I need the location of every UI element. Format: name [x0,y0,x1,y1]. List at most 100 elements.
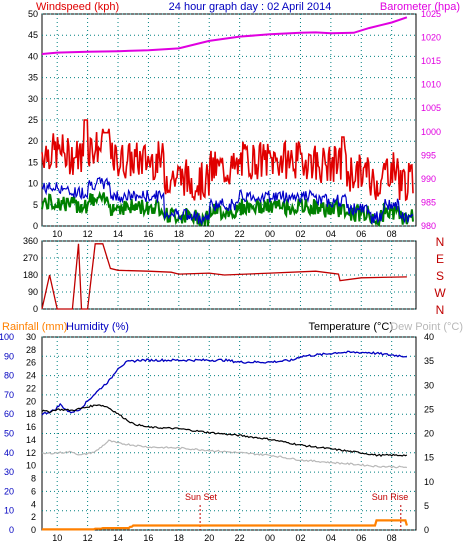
humidity-tick-label: 90 [4,351,14,361]
wind-low-series [41,190,414,228]
compass-label: W [434,286,446,300]
direction-tick-label: 180 [23,270,38,280]
rainfall-tick-label: 14 [26,435,36,445]
sunset-annotation: Sun Set [185,492,218,502]
rainfall-tick-label: 10 [26,461,36,471]
x-tick-label: 20 [204,533,214,543]
rainfall-tick-label: 6 [31,486,36,496]
rainfall-tick-label: 4 [31,499,36,509]
x-tick-label: 12 [83,533,93,543]
rainfall-tick-label: 16 [26,422,36,432]
compass-label: N [436,303,445,317]
x-tick-label: 22 [235,229,245,239]
x-tick-label: 10 [52,533,62,543]
windspeed-tick-label: 5 [33,200,38,210]
rainfall-tick-label: 24 [26,371,36,381]
barometer-tick-label: 1005 [421,103,441,113]
windspeed-tick-label: 35 [28,73,38,83]
windspeed-tick-label: 15 [28,157,38,167]
rainfall-tick-label: 8 [31,474,36,484]
direction-tick-label: 360 [23,236,38,246]
humidity-tick-label: 30 [4,467,14,477]
temperature-axis-title: Temperature (°C) [309,321,393,333]
direction-tick-label: 90 [28,287,38,297]
temperature-tick-label: 40 [424,332,434,342]
humidity-series [41,350,408,416]
x-tick-label: 18 [174,229,184,239]
barometer-axis-title: Barometer (hpa) [380,1,460,13]
rainfall-tick-label: 28 [26,345,36,355]
barometer-tick-label: 1000 [421,127,441,137]
rainfall-tick-label: 12 [26,448,36,458]
humidity-tick-label: 80 [4,371,14,381]
x-tick-label: 06 [356,229,366,239]
x-tick-label: 10 [52,229,62,239]
barometer-tick-label: 1025 [421,9,441,19]
temperature-tick-label: 25 [424,404,434,414]
barometer-tick-label: 985 [421,197,436,207]
x-tick-label: 18 [174,533,184,543]
barometer-tick-label: 990 [421,174,436,184]
barometer-tick-label: 980 [421,221,436,231]
windspeed-avg-series [41,176,414,226]
chart-title: 24 hour graph day : 02 April 2014 [169,1,332,13]
compass-label: S [436,269,444,283]
dewpoint-series [41,439,408,469]
windspeed-tick-label: 45 [28,30,38,40]
temperature-series [41,404,408,457]
rainfall-tick-label: 26 [26,358,36,368]
x-tick-label: 14 [113,533,123,543]
direction-tick-label: 0 [33,304,38,314]
rainfall-tick-label: 20 [26,396,36,406]
x-tick-label: 12 [83,229,93,239]
barometer-tick-label: 1010 [421,80,441,90]
wind-direction-series [41,243,407,310]
direction-tick-label: 270 [23,253,38,263]
humidity-tick-label: 50 [4,429,14,439]
windspeed-tick-label: 40 [28,51,38,61]
rainfall-axis-title: Rainfall (mm) [2,321,67,333]
humidity-tick-label: 60 [4,409,14,419]
compass-label: E [436,252,444,266]
barometer-tick-label: 1015 [421,56,441,66]
x-tick-label: 22 [235,533,245,543]
rainfall-tick-label: 22 [26,383,36,393]
x-tick-label: 14 [113,229,123,239]
rainfall-series [42,519,408,531]
temperature-tick-label: 20 [424,429,434,439]
humidity-tick-label: 20 [4,486,14,496]
x-tick-label: 02 [295,533,305,543]
windspeed-tick-label: 30 [28,94,38,104]
windspeed-tick-label: 50 [28,9,38,19]
temperature-tick-label: 30 [424,380,434,390]
barometer-tick-label: 1020 [421,33,441,43]
x-tick-label: 00 [265,229,275,239]
rainfall-tick-label: 18 [26,409,36,419]
panel-frame-wind [41,13,417,227]
windspeed-axis-title: Windspeed (kph) [36,1,119,13]
x-tick-label: 04 [326,229,336,239]
rainfall-tick-label: 30 [26,332,36,342]
temperature-tick-label: 15 [424,453,434,463]
rainfall-tick-label: 0 [31,525,36,535]
barometer-series [41,16,408,55]
humidity-tick-label: 100 [0,332,14,342]
x-tick-label: 02 [295,229,305,239]
temperature-tick-label: 10 [424,477,434,487]
x-tick-label: 06 [356,533,366,543]
temperature-tick-label: 0 [424,525,429,535]
dewpoint-axis-title: Dew Point (°C) [390,321,463,333]
sunrise-annotation: Sun Rise [372,492,409,502]
windspeed-tick-label: 20 [28,136,38,146]
rainfall-tick-label: 2 [31,512,36,522]
barometer-tick-label: 995 [421,150,436,160]
compass-label: N [436,235,445,249]
windspeed-tick-label: 10 [28,179,38,189]
x-tick-label: 08 [387,533,397,543]
humidity-tick-label: 10 [4,506,14,516]
temperature-tick-label: 5 [424,501,429,511]
x-tick-label: 04 [326,533,336,543]
